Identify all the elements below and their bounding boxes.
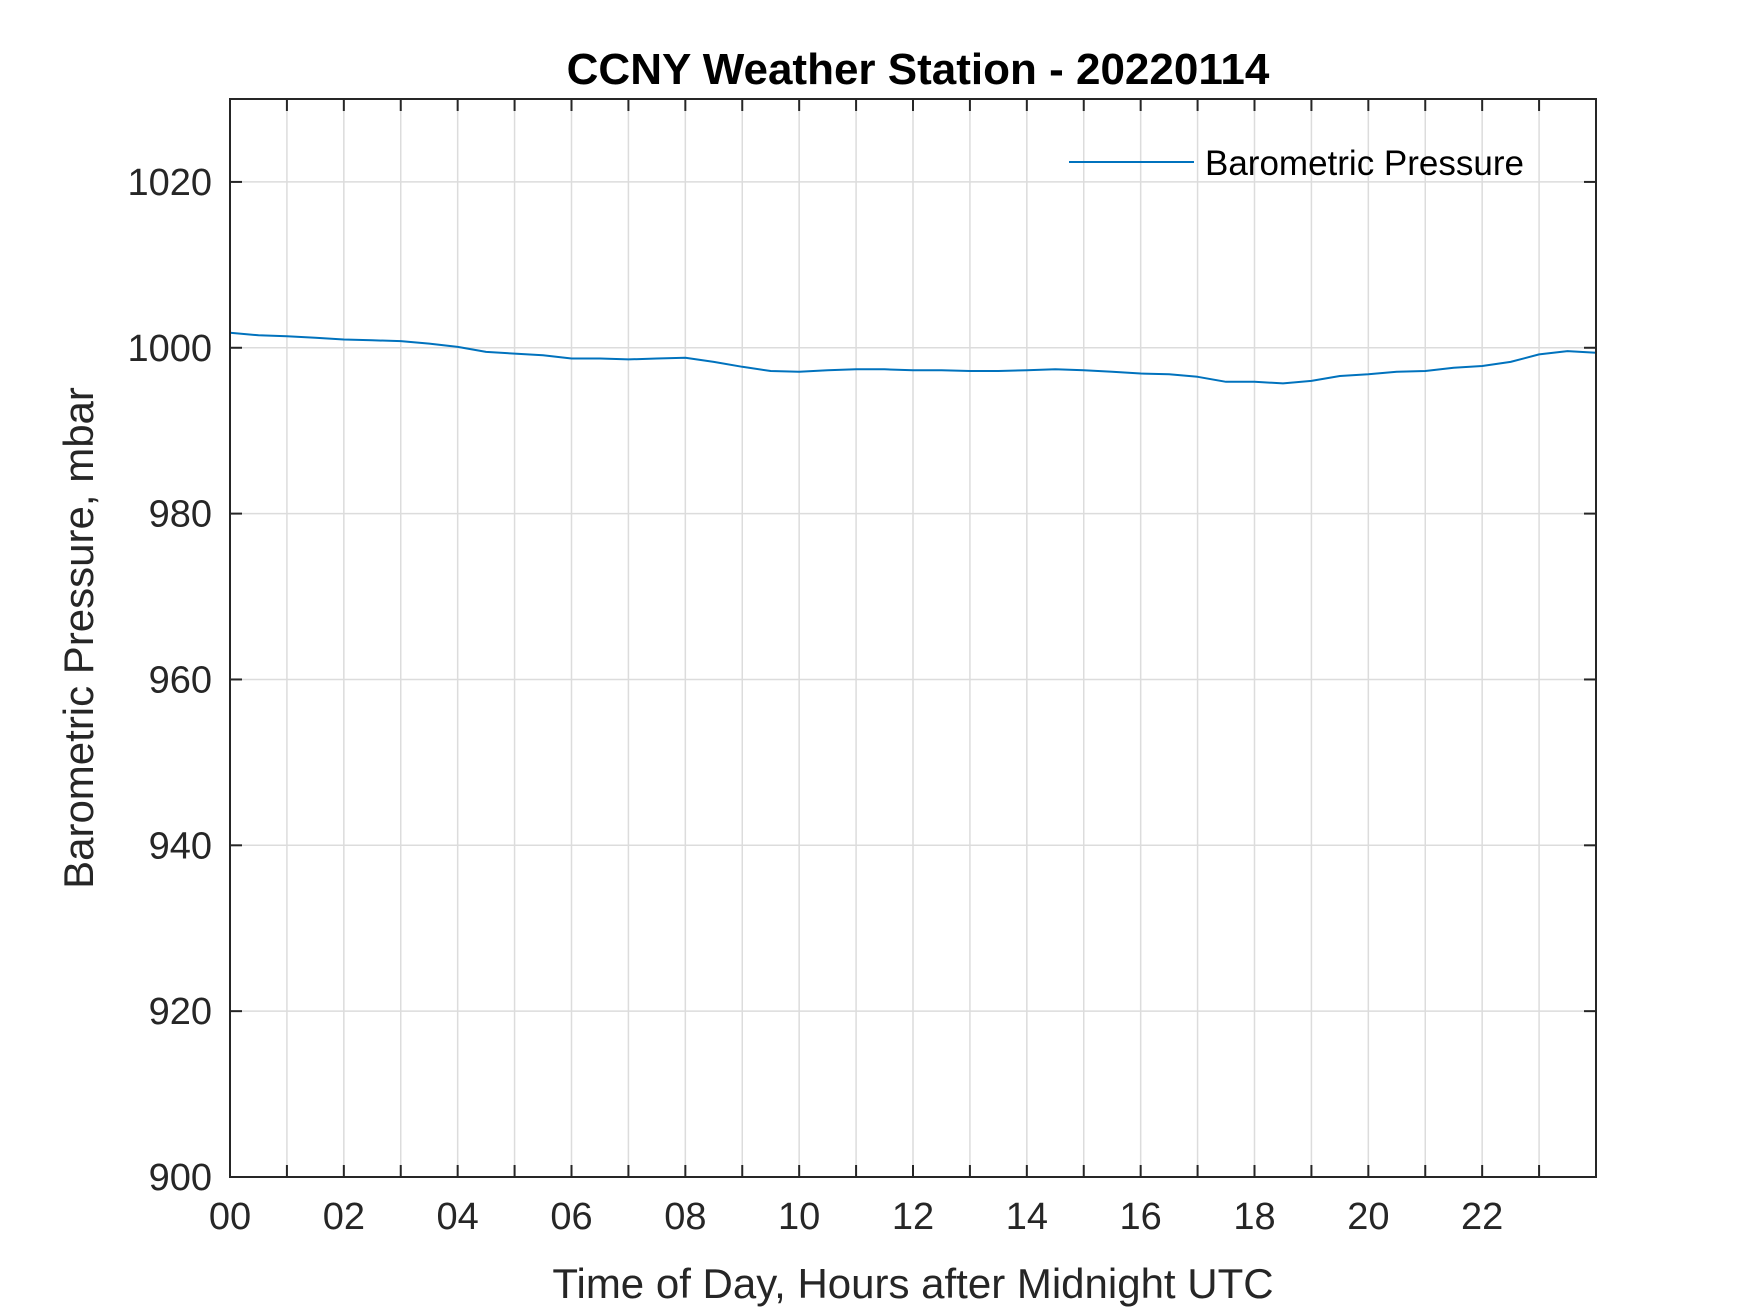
ticks: [229, 99, 1596, 1178]
y-tick-label: 960: [149, 659, 212, 701]
y-tick-label: 920: [149, 991, 212, 1033]
x-tick-label: 04: [437, 1196, 479, 1238]
y-tick-label: 900: [149, 1157, 212, 1199]
x-tick-label: 10: [778, 1196, 820, 1238]
x-tick-label: 16: [1120, 1196, 1162, 1238]
legend-label-barometric-pressure: Barometric Pressure: [1205, 144, 1524, 183]
y-tick-label: 1020: [127, 162, 212, 204]
y-tick-label: 1000: [127, 328, 212, 370]
x-tick-label: 12: [892, 1196, 934, 1238]
x-tick-label: 20: [1347, 1196, 1389, 1238]
x-tick-label: 18: [1233, 1196, 1275, 1238]
x-tick-label: 22: [1461, 1196, 1503, 1238]
x-tick-labels: 00 02 04 06 08 10 12 14 16 18 20 22: [209, 1196, 1503, 1238]
chart-title: CCNY Weather Station - 20220114: [567, 45, 1270, 94]
legend: Barometric Pressure: [1069, 144, 1524, 183]
grid: [230, 99, 1596, 1177]
x-axis-label: Time of Day, Hours after Midnight UTC: [552, 1260, 1273, 1307]
x-tick-label: 06: [550, 1196, 592, 1238]
y-tick-label: 980: [149, 494, 212, 536]
series-line-barometric-pressure: [229, 331, 1597, 385]
x-tick-label: 02: [323, 1196, 365, 1238]
x-tick-label: 14: [1006, 1196, 1048, 1238]
x-tick-label: 08: [664, 1196, 706, 1238]
y-tick-label: 940: [149, 825, 212, 867]
series-layer: [229, 331, 1597, 385]
x-tick-label: 00: [209, 1196, 251, 1238]
y-tick-labels: 900 920 940 960 980 1000 1020: [127, 162, 212, 1199]
y-axis-label: Barometric Pressure, mbar: [55, 387, 102, 889]
